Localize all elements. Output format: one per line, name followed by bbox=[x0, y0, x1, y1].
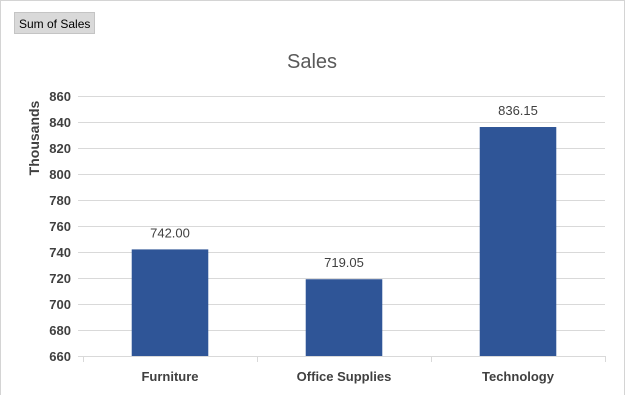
y-tick-label: 680 bbox=[49, 323, 71, 338]
y-tick-label: 700 bbox=[49, 297, 71, 312]
x-tick-label: Office Supplies bbox=[297, 369, 392, 384]
bar-technology bbox=[479, 127, 557, 356]
y-tick-label: 820 bbox=[49, 141, 71, 156]
y-tick-label: 780 bbox=[49, 193, 71, 208]
x-tick-label: Technology bbox=[482, 369, 555, 384]
x-tick-label: Furniture bbox=[141, 369, 198, 384]
chart-title: Sales bbox=[287, 51, 337, 73]
y-tick-label: 660 bbox=[49, 349, 71, 364]
bar-furniture bbox=[131, 249, 209, 356]
y-tick-label: 760 bbox=[49, 219, 71, 234]
data-label: 719.05 bbox=[324, 255, 364, 270]
data-label: 836.15 bbox=[498, 103, 538, 118]
bars bbox=[131, 127, 557, 356]
y-tick-label: 740 bbox=[49, 245, 71, 260]
y-tick-label: 800 bbox=[49, 167, 71, 182]
data-label: 742.00 bbox=[150, 225, 190, 240]
pivot-field-button-sum-of-sales[interactable]: Sum of Sales bbox=[14, 12, 96, 34]
labels: 660 680 700 720 740 760 780 800 820 840 860 742.00 F… bbox=[49, 89, 554, 384]
bar-office-supplies bbox=[305, 279, 383, 356]
axes bbox=[78, 96, 606, 362]
y-tick-label: 720 bbox=[49, 271, 71, 286]
y-tick-label: 860 bbox=[49, 89, 71, 104]
y-tick-label: 840 bbox=[49, 115, 71, 130]
bottom-strip bbox=[0, 395, 625, 400]
y-axis-title: Thousands bbox=[26, 100, 42, 175]
